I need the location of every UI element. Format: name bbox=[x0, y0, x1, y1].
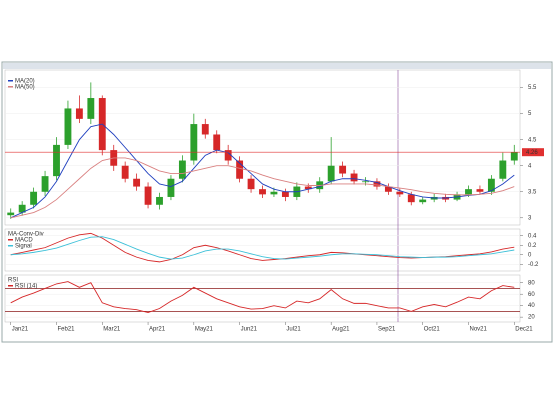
candle-body bbox=[236, 160, 244, 179]
candle-body bbox=[144, 186, 152, 205]
macd-panel bbox=[4, 228, 521, 272]
legend-swatch bbox=[8, 80, 13, 82]
legend-label: Signal bbox=[15, 244, 32, 250]
candle-body bbox=[465, 189, 472, 195]
candle-body bbox=[224, 150, 232, 161]
legend-swatch bbox=[8, 245, 13, 247]
candle-body bbox=[373, 181, 381, 187]
y-tick-label: 3.5 bbox=[528, 189, 537, 195]
candle-body bbox=[396, 191, 404, 195]
y-tick-label: 5 bbox=[528, 111, 532, 117]
y-tick-label: 0.4 bbox=[528, 233, 537, 239]
series-line bbox=[10, 236, 515, 260]
legend-label: MA(50) bbox=[15, 85, 35, 91]
x-tick-label: Jan21 bbox=[12, 327, 29, 333]
candle-body bbox=[384, 186, 392, 192]
x-tick-label: Oct21 bbox=[424, 327, 441, 333]
rsi-panel bbox=[4, 274, 521, 323]
x-tick-label: Nov21 bbox=[470, 327, 488, 333]
last-value-box bbox=[522, 148, 544, 157]
legend-label: MACD bbox=[15, 238, 33, 244]
toolbar bbox=[3, 63, 551, 69]
y-tick-label: 80 bbox=[528, 280, 535, 286]
candle-body bbox=[419, 199, 427, 203]
legend-swatch bbox=[8, 285, 13, 287]
candle-body bbox=[281, 191, 289, 197]
legend-swatch bbox=[8, 86, 13, 88]
candle-body bbox=[476, 189, 484, 192]
series-line bbox=[10, 281, 515, 314]
candle-body bbox=[75, 108, 83, 119]
x-tick-label: May21 bbox=[195, 327, 214, 333]
candle-body bbox=[41, 176, 49, 192]
x-tick-label: Aug21 bbox=[332, 327, 350, 333]
candle-body bbox=[18, 204, 26, 213]
x-tick-label: Jun21 bbox=[241, 327, 258, 333]
candle-body bbox=[339, 165, 347, 174]
x-tick-label: Sep21 bbox=[378, 327, 396, 333]
panel-title: RSI bbox=[8, 278, 18, 284]
candle-body bbox=[133, 178, 141, 187]
candle-body bbox=[407, 194, 415, 203]
candle-body bbox=[362, 181, 369, 183]
x-tick-label: Feb21 bbox=[58, 327, 76, 333]
y-tick-label: 40 bbox=[528, 303, 535, 309]
candle-body bbox=[190, 124, 198, 161]
candle-body bbox=[64, 108, 72, 145]
y-tick-label: 0.2 bbox=[528, 243, 537, 249]
candle-body bbox=[270, 191, 278, 195]
candle-body bbox=[350, 173, 358, 182]
legend-label: MA(20) bbox=[15, 79, 35, 85]
x-tick-label: Dec21 bbox=[515, 327, 533, 333]
x-tick-label: Mar21 bbox=[103, 327, 121, 333]
y-tick-label: 20 bbox=[528, 315, 535, 321]
panel-title: MA-Conv-Div bbox=[8, 232, 44, 238]
legend-swatch bbox=[8, 239, 13, 241]
x-tick-label: Apr21 bbox=[149, 327, 166, 333]
candle-body bbox=[499, 160, 507, 179]
candle-body bbox=[53, 144, 60, 177]
candle-body bbox=[30, 191, 38, 205]
y-tick-label: 5.5 bbox=[528, 85, 537, 91]
candle-body bbox=[87, 98, 95, 119]
y-tick-label: 60 bbox=[528, 292, 535, 298]
candle-body bbox=[247, 178, 255, 190]
y-tick-label: 0 bbox=[528, 252, 532, 258]
candle-body bbox=[259, 189, 266, 195]
candle-body bbox=[7, 212, 15, 216]
y-tick-label: -0.2 bbox=[528, 262, 539, 268]
y-tick-label: 4.5 bbox=[528, 137, 537, 143]
candle-body bbox=[487, 178, 495, 192]
candle-body bbox=[201, 124, 209, 135]
candle-body bbox=[156, 196, 163, 205]
candle-body bbox=[121, 165, 129, 179]
y-tick-label: 3 bbox=[528, 215, 532, 221]
candle-body bbox=[327, 165, 335, 182]
series-line bbox=[10, 157, 515, 219]
price-panel bbox=[4, 69, 521, 226]
candle-body bbox=[167, 178, 175, 197]
last-value-label: 4.26 bbox=[526, 150, 538, 156]
legend-label: RSI (14) bbox=[15, 284, 37, 290]
candle-body bbox=[178, 160, 186, 179]
x-tick-label: Jul21 bbox=[286, 327, 301, 333]
candle-body bbox=[510, 152, 518, 161]
series-line bbox=[10, 123, 515, 219]
candle-body bbox=[304, 186, 312, 190]
y-tick-label: 4 bbox=[528, 163, 532, 169]
candle-body bbox=[213, 134, 221, 151]
